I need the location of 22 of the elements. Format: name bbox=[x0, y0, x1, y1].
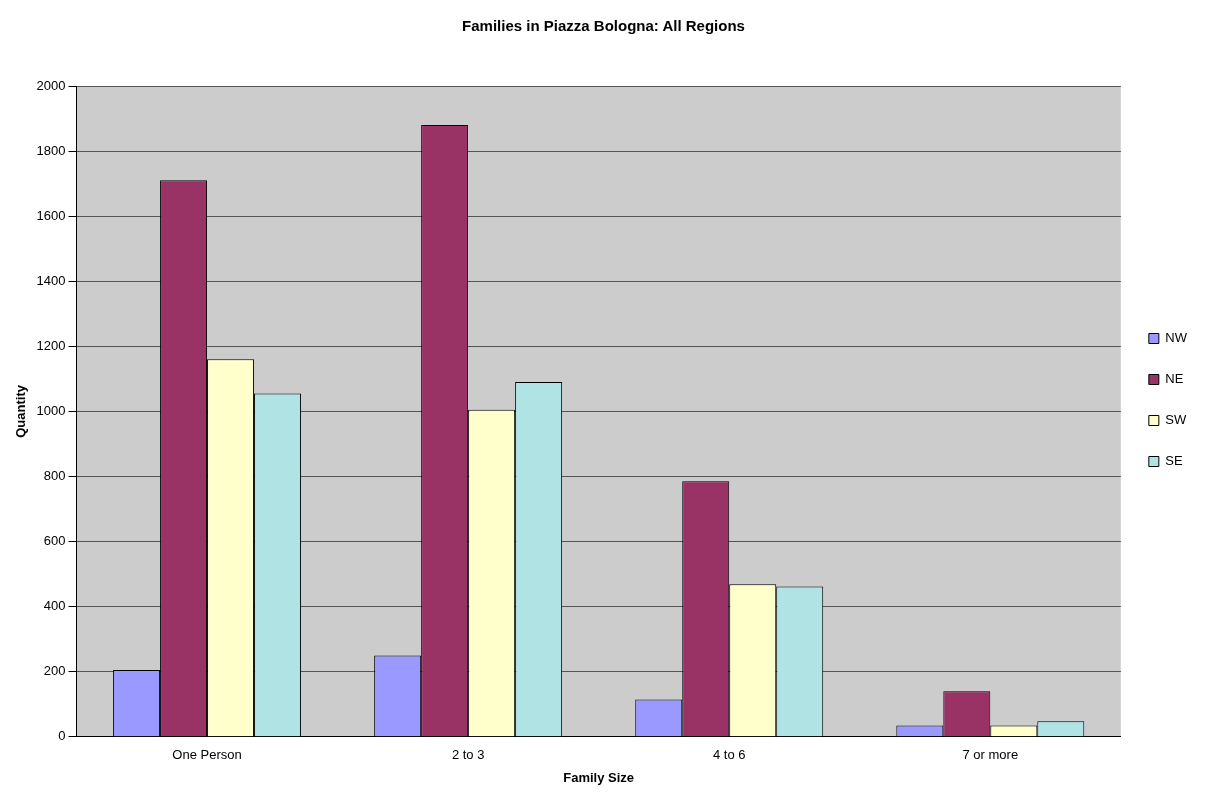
y-tick-label: 1400 bbox=[36, 272, 66, 288]
y-tick-label: 1200 bbox=[36, 337, 66, 353]
y-axis-title: Quantity bbox=[13, 384, 29, 438]
y-tick-label: 800 bbox=[43, 468, 66, 484]
x-tick-label: 7 or more bbox=[962, 747, 1019, 763]
x-tick-label: 4 to 6 bbox=[712, 747, 746, 763]
x-tick-label: 2 to 3 bbox=[451, 747, 485, 763]
legend-label: SW bbox=[1165, 412, 1188, 428]
legend-label: NW bbox=[1165, 330, 1188, 346]
y-tick-label: 400 bbox=[43, 598, 66, 614]
x-tick-label: One Person bbox=[172, 747, 242, 763]
legend-label: NE bbox=[1165, 371, 1184, 387]
chart-title: Families in Piazza Bologna: All Regions bbox=[462, 17, 745, 35]
y-tick-label: 1800 bbox=[36, 142, 66, 158]
y-tick-label: 200 bbox=[43, 663, 66, 679]
y-tick-label: 1600 bbox=[36, 207, 66, 223]
legend-label: SE bbox=[1165, 453, 1184, 469]
y-tick-label: 2000 bbox=[36, 77, 66, 93]
y-tick-label: 600 bbox=[43, 533, 66, 549]
y-tick-label: 1000 bbox=[36, 402, 66, 418]
x-axis-title: Family Size bbox=[563, 769, 635, 785]
y-tick-label: 0 bbox=[58, 728, 66, 744]
